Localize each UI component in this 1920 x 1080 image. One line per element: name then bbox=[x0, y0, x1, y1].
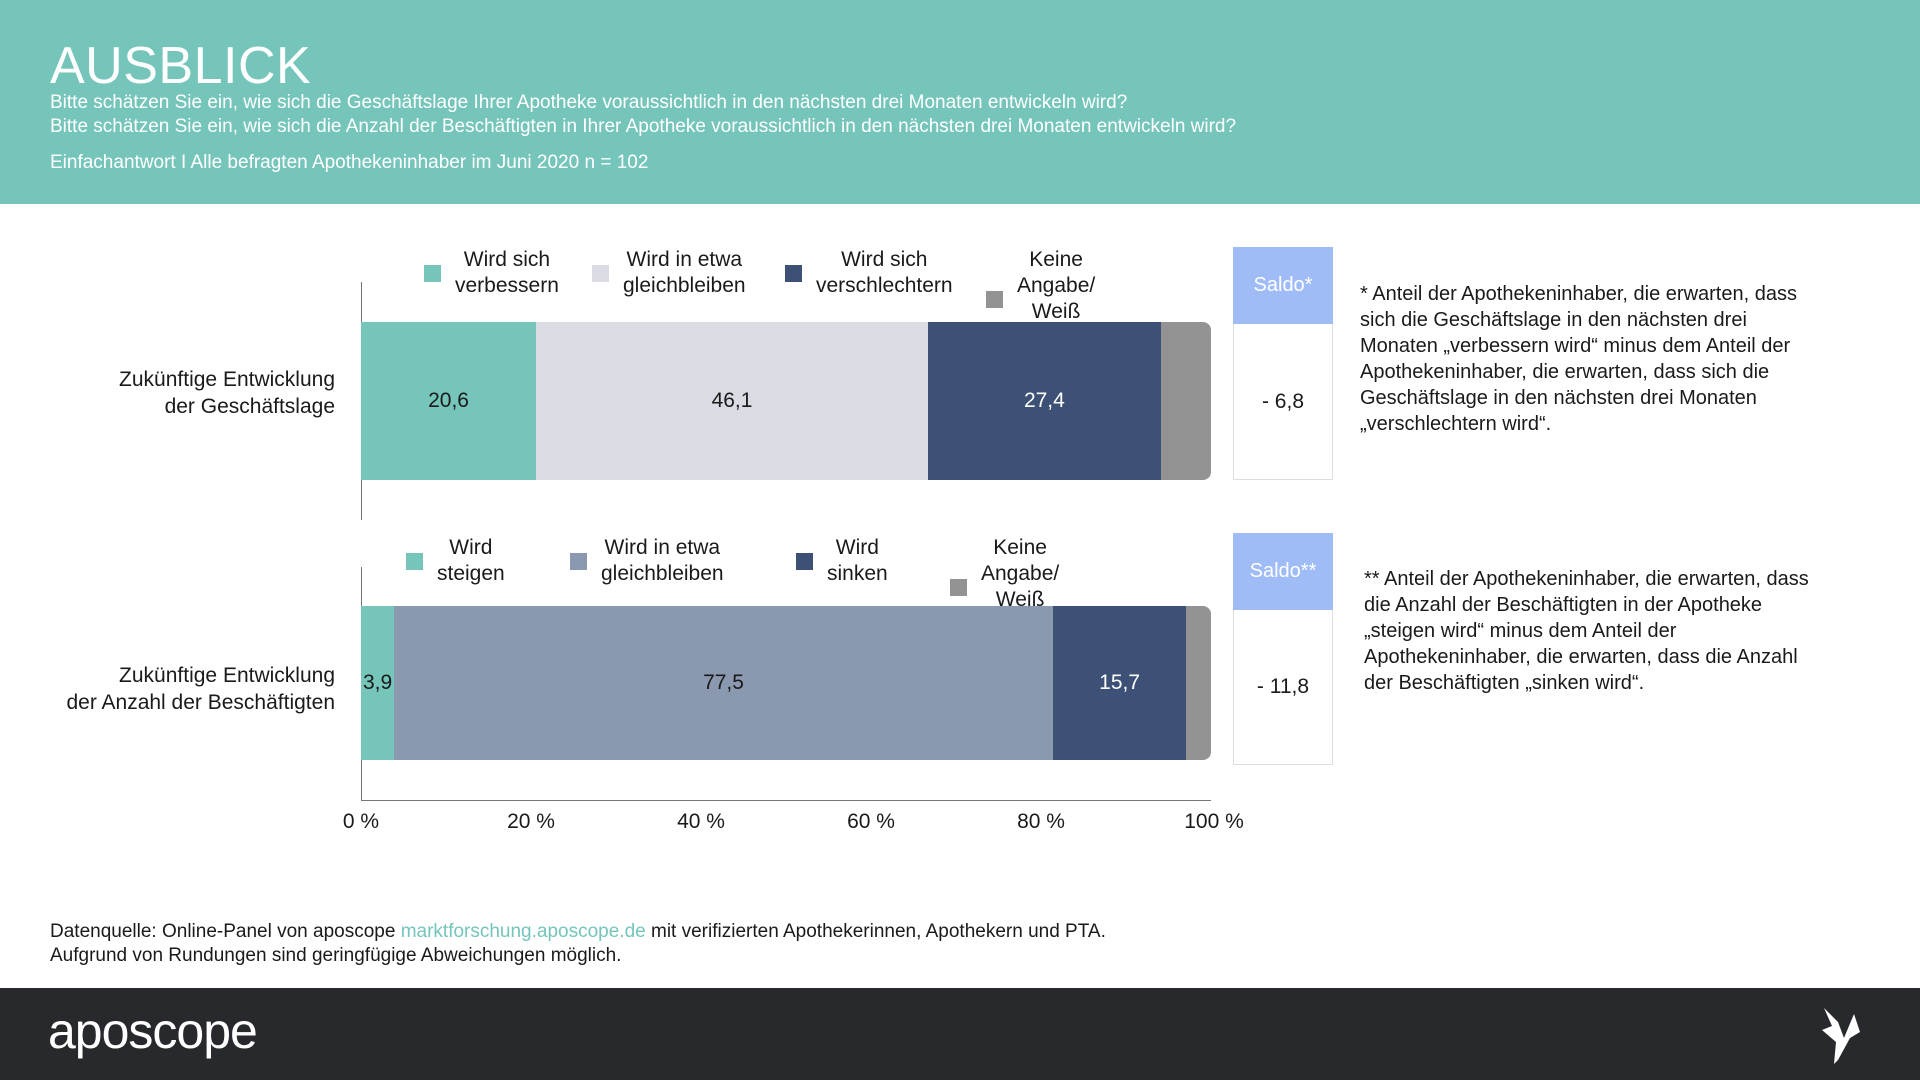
note-line: sich die Geschäftslage in den nächsten d… bbox=[1360, 309, 1747, 331]
footer: aposcope bbox=[0, 988, 1920, 1080]
footnote-2: ** Anteil der Apothekeninhaber, die erwa… bbox=[1364, 566, 1884, 696]
bar-value-label: 46,1 bbox=[711, 389, 753, 412]
legend-label-line: gleichbleiben bbox=[601, 562, 724, 585]
row-label: Zukünftige Entwicklung der Geschäftslage bbox=[119, 366, 335, 420]
legend-label-line: Wird sich bbox=[841, 248, 928, 271]
legend-label-line: Wird bbox=[835, 536, 879, 559]
x-tick-label: 60 % bbox=[847, 810, 895, 833]
data-source: Datenquelle: Online-Panel von aposcope m… bbox=[50, 921, 1106, 943]
legend-label-line: verbessern bbox=[455, 274, 559, 297]
row-label: Zukünftige Entwicklung der Anzahl der Bes… bbox=[66, 662, 335, 716]
legend-item: Wird in etwa gleichbleiben bbox=[592, 247, 746, 299]
bar-value-label: 20,6 bbox=[428, 389, 469, 412]
legend-item: Wird sinken bbox=[796, 535, 888, 587]
x-tick-label: 0 % bbox=[342, 810, 380, 833]
note-line: * Anteil der Apothekeninhaber, die erwar… bbox=[1360, 283, 1797, 305]
x-tick-label: 40 % bbox=[677, 810, 725, 833]
row-label-line: Zukünftige Entwicklung bbox=[119, 368, 335, 391]
stacked-bar: 20,6 46,1 27,4 bbox=[361, 322, 1211, 480]
source-link[interactable]: marktforschung.aposcope.de bbox=[400, 921, 646, 942]
rounding-note: Aufgrund von Rundungen sind geringfügige… bbox=[50, 945, 622, 966]
question-2: Bitte schätzen Sie ein, wie sich die Anz… bbox=[50, 116, 1237, 137]
note-line: Apothekeninhaber, die erwarten, dass die… bbox=[1364, 646, 1798, 668]
x-tick-label: 80 % bbox=[1017, 810, 1065, 833]
row-label-line: der Anzahl der Beschäftigten bbox=[66, 691, 335, 714]
bar-segment bbox=[1186, 606, 1211, 760]
legend-label: Wird sinken bbox=[827, 535, 888, 587]
question-1: Bitte schätzen Sie ein, wie sich die Ges… bbox=[50, 92, 1128, 113]
bar-value-label: 3,9 bbox=[362, 671, 393, 694]
page-title: AUSBLICK bbox=[50, 37, 312, 95]
legend-swatch bbox=[592, 264, 609, 282]
legend-item: Wird in etwa gleichbleiben bbox=[570, 535, 724, 587]
legend-swatch bbox=[950, 578, 967, 596]
x-tick-label: 20 % bbox=[507, 810, 555, 833]
legend-swatch bbox=[785, 264, 802, 282]
footnote-1: * Anteil der Apothekeninhaber, die erwar… bbox=[1360, 281, 1880, 437]
saldo-header: Saldo** bbox=[1233, 533, 1333, 610]
legend-label: Wird in etwa gleichbleiben bbox=[601, 535, 724, 587]
note-line: „steigen wird“ minus dem Anteil der bbox=[1364, 620, 1677, 642]
bar-segment: 46,1 bbox=[536, 322, 928, 480]
x-axis bbox=[361, 800, 1211, 801]
legend-label-line: Keine Angabe/ bbox=[981, 536, 1060, 585]
saldo-header: Saldo* bbox=[1233, 247, 1333, 324]
legend-label-line: verschlechtern bbox=[816, 274, 953, 297]
bar-segment: 77,5 bbox=[394, 606, 1053, 760]
header: AUSBLICK Bitte schätzen Sie ein, wie sic… bbox=[0, 0, 1920, 204]
bar-segment bbox=[1160, 322, 1211, 480]
legend-label-line: gleichbleiben bbox=[623, 274, 746, 297]
legend-label: Wird sich verbessern bbox=[455, 247, 559, 299]
legend-label-line: steigen bbox=[437, 562, 505, 585]
legend-label-line: Wird in etwa bbox=[626, 248, 743, 271]
legend-item: Wird steigen bbox=[406, 535, 505, 587]
legend-label-line: Keine Angabe/ bbox=[1017, 248, 1096, 297]
aposcope-logo: aposcope bbox=[48, 1003, 258, 1059]
legend-label-line: Wird sich bbox=[463, 248, 551, 271]
legend-label-line: Wird bbox=[449, 536, 493, 559]
bar-value-label: 15,7 bbox=[1099, 671, 1141, 694]
bar-segment: 20,6 bbox=[361, 322, 537, 480]
legend-swatch bbox=[406, 552, 423, 570]
note-line: „verschlechtern wird“. bbox=[1360, 413, 1552, 435]
x-tick-label: 100 % bbox=[1184, 810, 1244, 833]
legend-label-line: sinken bbox=[827, 562, 888, 585]
note-line: Monaten „verbessern wird“ minus dem Ante… bbox=[1360, 335, 1791, 357]
note-line: der Beschäftigten „sinken wird“. bbox=[1364, 672, 1645, 694]
legend-swatch bbox=[570, 552, 587, 570]
bird-logo-icon bbox=[1822, 1008, 1860, 1064]
note-line: ** Anteil der Apothekeninhaber, die erwa… bbox=[1364, 568, 1809, 590]
bar-value-label: 77,5 bbox=[703, 671, 744, 694]
legend-label: Wird sich verschlechtern bbox=[816, 247, 953, 299]
legend-item: Wird sich verschlechtern bbox=[785, 247, 953, 299]
note-line: Apothekeninhaber, die erwarten, dass sic… bbox=[1360, 361, 1770, 383]
sample-base: Einfachantwort I Alle befragten Apotheke… bbox=[50, 152, 649, 173]
bar-value-label: 27,4 bbox=[1023, 389, 1065, 412]
legend-item: Wird sich verbessern bbox=[424, 247, 559, 299]
bar-segment: 15,7 bbox=[1052, 606, 1187, 760]
note-line: Geschäftslage in den nächsten drei Monat… bbox=[1360, 387, 1757, 409]
stacked-bar: 3,9 77,5 15,7 bbox=[361, 606, 1211, 760]
row-label-line: Zukünftige Entwicklung bbox=[119, 664, 335, 687]
legend-label-line: Wird in etwa bbox=[604, 536, 721, 559]
legend-swatch bbox=[424, 264, 441, 282]
source-text: Datenquelle: Online-Panel von aposcope bbox=[50, 921, 401, 942]
legend-swatch bbox=[986, 290, 1003, 308]
legend-label: Wird in etwa gleichbleiben bbox=[623, 247, 746, 299]
legend-swatch bbox=[796, 552, 813, 570]
legend-label: Wird steigen bbox=[437, 535, 505, 587]
row-label-line: der Geschäftslage bbox=[164, 395, 335, 418]
bar-segment: 27,4 bbox=[927, 322, 1161, 480]
saldo-value: - 6,8 bbox=[1233, 324, 1333, 480]
bar-segment: 3,9 bbox=[361, 606, 395, 760]
note-line: die Anzahl der Beschäftigten in der Apot… bbox=[1364, 594, 1763, 616]
source-text: mit verifizierten Apothekerinnen, Apothe… bbox=[645, 921, 1106, 942]
saldo-value: - 11,8 bbox=[1233, 610, 1333, 765]
